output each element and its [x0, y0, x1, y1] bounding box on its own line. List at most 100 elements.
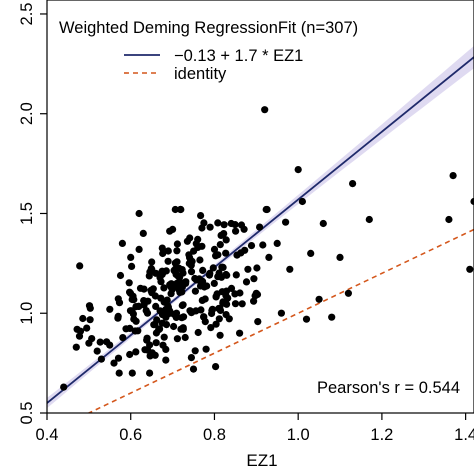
- data-point: [110, 359, 118, 367]
- data-point: [158, 244, 166, 252]
- data-point: [76, 262, 84, 270]
- data-point: [250, 275, 258, 283]
- data-point: [197, 306, 205, 314]
- data-point: [88, 335, 96, 343]
- pearson-annotation: Pearson's r = 0.544: [317, 379, 460, 397]
- data-point: [265, 253, 273, 261]
- data-point: [242, 278, 251, 286]
- data-point: [466, 265, 474, 273]
- data-point: [277, 309, 285, 317]
- data-point: [198, 242, 206, 250]
- data-point: [162, 313, 170, 321]
- data-point: [224, 294, 232, 302]
- data-point: [163, 296, 171, 304]
- data-point: [173, 335, 181, 343]
- identity-line: [87, 228, 474, 413]
- data-point: [79, 314, 87, 323]
- data-point: [247, 242, 256, 250]
- data-point: [60, 383, 68, 391]
- data-point: [96, 338, 104, 346]
- data-point: [208, 305, 217, 313]
- data-point: [188, 257, 196, 265]
- data-point: [128, 369, 136, 377]
- data-point: [162, 306, 170, 314]
- data-point: [135, 302, 143, 310]
- data-point: [219, 263, 227, 271]
- data-point: [202, 345, 210, 353]
- data-point: [139, 229, 147, 237]
- data-point: [126, 288, 134, 296]
- data-point: [106, 341, 114, 349]
- data-point: [179, 325, 187, 333]
- data-point: [115, 299, 124, 307]
- x-tick-label: 1.2: [370, 426, 393, 444]
- axes-layer: 0.4 0.6 0.8 1.0 1.2 1.4 0.5 1.0 1.5 2.0 2.5: [18, 3, 474, 444]
- data-point: [140, 297, 148, 305]
- data-point: [259, 241, 267, 249]
- data-point: [125, 279, 133, 287]
- data-point: [180, 313, 188, 321]
- data-point: [232, 271, 240, 279]
- data-point: [86, 316, 94, 324]
- data-point: [191, 274, 199, 283]
- data-point: [147, 264, 155, 273]
- data-point: [192, 240, 200, 248]
- data-point: [223, 271, 231, 279]
- data-point: [196, 256, 204, 264]
- data-point: [187, 354, 195, 362]
- data-point: [114, 354, 123, 362]
- data-point: [171, 265, 180, 273]
- data-point: [140, 285, 148, 293]
- x-axis-label: EZ1: [246, 451, 277, 470]
- data-point: [146, 341, 154, 349]
- data-point: [171, 259, 179, 267]
- data-point: [171, 205, 179, 214]
- data-point: [200, 283, 208, 291]
- data-point: [93, 347, 101, 355]
- data-point: [148, 258, 156, 266]
- data-point: [191, 347, 199, 355]
- data-point: [116, 271, 125, 280]
- data-point: [159, 269, 167, 277]
- data-point: [167, 290, 175, 298]
- data-point: [215, 304, 223, 313]
- data-point: [181, 333, 189, 342]
- data-point: [220, 230, 228, 238]
- data-point: [132, 317, 140, 325]
- data-point: [222, 249, 230, 257]
- data-point: [164, 247, 172, 255]
- data-point: [194, 328, 202, 337]
- data-point: [273, 239, 281, 247]
- data-point: [141, 346, 149, 354]
- data-point: [207, 324, 215, 332]
- legend-identity-label: identity: [174, 65, 227, 83]
- data-point: [185, 251, 193, 259]
- data-point: [197, 212, 205, 220]
- data-point: [302, 315, 311, 323]
- data-point: [232, 227, 240, 235]
- data-point: [236, 289, 244, 297]
- data-point: [215, 315, 223, 323]
- data-point: [214, 251, 222, 259]
- data-point: [162, 345, 170, 353]
- data-point: [183, 237, 191, 245]
- data-point: [206, 223, 214, 231]
- data-point: [223, 300, 231, 308]
- data-point: [214, 219, 222, 227]
- data-point: [206, 269, 214, 277]
- data-point: [146, 369, 154, 377]
- data-point: [143, 334, 151, 342]
- data-point: [191, 287, 199, 295]
- data-point: [164, 257, 172, 265]
- data-point: [212, 293, 220, 301]
- data-point: [222, 236, 230, 244]
- data-point: [315, 295, 323, 303]
- data-point: [294, 166, 302, 174]
- data-point: [199, 266, 207, 274]
- data-point: [173, 240, 181, 248]
- data-point: [470, 197, 474, 206]
- data-point: [148, 349, 156, 357]
- data-point: [142, 307, 150, 315]
- data-point: [170, 322, 178, 331]
